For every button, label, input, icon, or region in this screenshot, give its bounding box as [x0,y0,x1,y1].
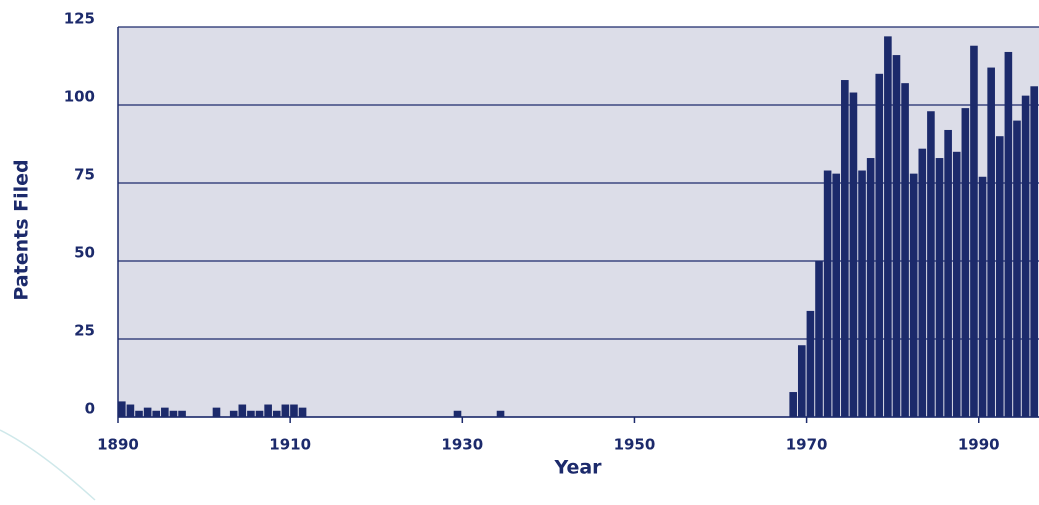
x-tick-label: 1970 [786,436,828,454]
bar [901,83,909,417]
x-tick-label: 1890 [97,436,139,454]
bar [858,170,866,417]
bar [841,80,849,417]
bar [496,410,505,417]
bar [298,407,307,417]
bar [875,73,884,418]
decoration [0,429,96,501]
bar [135,410,143,417]
bar [126,404,135,417]
y-tick-label: 50 [74,244,95,262]
bar [1030,86,1038,417]
y-axis-title: Patents Filed [11,159,33,300]
bar [290,404,298,417]
bar [1004,51,1013,418]
bar [152,410,161,417]
x-tick-label: 1950 [614,436,656,454]
bar [849,92,858,418]
bar [995,136,1004,417]
plot-area [118,27,1039,417]
bar [892,55,901,418]
bar [815,261,823,417]
y-tick-label: 75 [74,166,95,184]
bar [118,401,126,417]
bar [797,345,806,417]
bar [961,108,970,418]
y-tick-label: 25 [74,322,95,340]
bar [927,111,935,418]
bar [987,67,995,417]
bar [1013,120,1021,417]
bar [918,148,927,417]
bar [909,173,918,417]
bar [247,410,255,417]
bar [229,410,238,417]
bar [178,410,186,417]
bar [143,407,152,417]
bar [161,407,169,417]
bar [789,392,797,417]
bar [970,45,978,417]
y-tick-label: 0 [85,400,95,418]
x-tick-label: 1990 [958,436,1000,454]
bar [1021,95,1030,417]
bar [935,158,944,418]
x-axis-title: Year [553,457,602,479]
bar [806,310,815,417]
bar [978,176,987,417]
bar [944,129,952,417]
bar [169,410,178,417]
bar [212,407,221,417]
bar [952,151,961,418]
y-tick-label: 125 [64,10,95,28]
bar [272,410,281,417]
y-tick-label: 100 [64,88,95,106]
bar [823,170,832,417]
bar [255,410,264,417]
bar [884,36,892,418]
bar [453,410,462,417]
bar [866,158,875,418]
x-tick-label: 1910 [269,436,311,454]
bar [832,173,841,417]
bar [238,404,247,417]
bar [264,404,272,417]
bar [281,404,290,417]
x-tick-label: 1930 [441,436,483,454]
